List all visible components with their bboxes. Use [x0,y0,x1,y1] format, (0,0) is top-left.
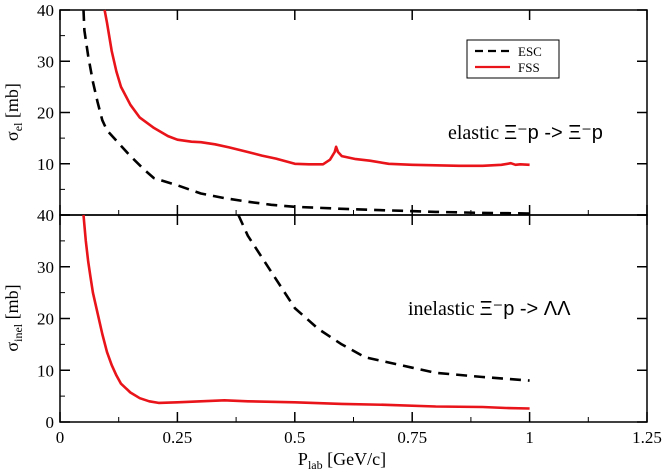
elastic-ylabel: σel [mb] [2,83,25,141]
inelastic-ytick-label: 20 [37,310,54,329]
inelastic-ytick-label: 30 [37,258,54,277]
legend-esc-label: ESC [518,44,542,59]
xtick-label: 1 [525,428,534,447]
inelastic-annotation: inelastic Ξ⁻p -> ΛΛ [408,298,571,320]
legend-fss-label: FSS [518,60,540,75]
xtick-label: 0.25 [163,428,193,447]
xtick-label: 0.75 [397,428,427,447]
xtick-label: 0.5 [284,428,305,447]
elastic-ytick-label: 40 [37,1,54,20]
elastic-series-esc-line [82,9,530,215]
elastic-series-fss-line [103,9,530,168]
inelastic-ytick-label: 40 [37,206,54,225]
legend: ESC FSS [466,39,560,79]
elastic-ytick-label: 20 [37,104,54,123]
inelastic-series-fss-line [82,214,530,410]
inelastic-series-esc-line [237,214,530,382]
inelastic-ytick-label: 10 [37,361,54,380]
elastic-ytick-label: 30 [37,52,54,71]
inelastic-panel: 0 10 20 30 40 0 0.25 0.5 0.75 1 1.25 σinel [mb] in… [2,206,662,472]
inelastic-ylabel: σinel [mb] [2,284,25,351]
xtick-label: 0 [56,428,65,447]
elastic-panel: 10 20 30 40 σel [mb] elastic Ξ⁻p -> Ξ⁻p ESC… [2,1,648,216]
xtick-label: 1.25 [632,428,662,447]
elastic-annotation: elastic Ξ⁻p -> Ξ⁻p [448,122,603,144]
inelastic-ytick-label: 0 [46,413,55,432]
x-axis-title: Plab [GeV/c] [298,449,386,472]
elastic-ytick-label: 10 [37,155,54,174]
